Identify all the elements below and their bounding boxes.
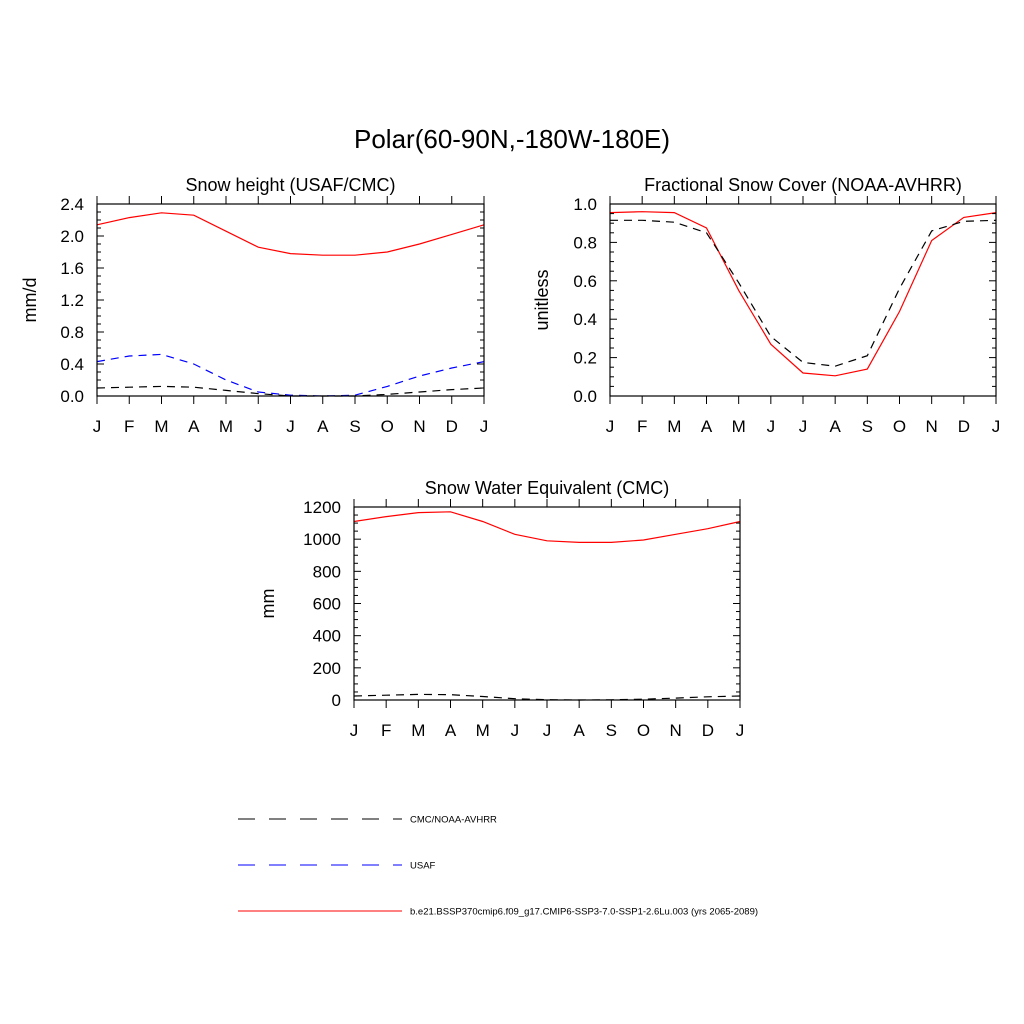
x-tick-label: F xyxy=(381,721,391,740)
y-tick-label: 0.0 xyxy=(573,387,597,406)
series-line-usaf xyxy=(96,353,485,397)
chart-panel-1: Snow height (USAF/CMC) mm/d 0.0 0.4 0.8 1.2 1.… xyxy=(20,175,488,436)
y-tick-label: 1.2 xyxy=(60,291,84,310)
x-tick-label: S xyxy=(862,417,873,436)
y-tick-label: 0.8 xyxy=(573,233,597,252)
x-tick-label: D xyxy=(958,417,970,436)
x-tick-label: M xyxy=(411,721,425,740)
figure-title: Polar(60-90N,-180W-180E) xyxy=(354,124,670,154)
y-axis-label: mm xyxy=(258,589,278,619)
x-tick-label: J xyxy=(511,721,520,740)
series-line-model xyxy=(353,511,741,544)
legend: CMC/NOAA-AVHRR USAF b.e21.BSSP370cmip6.f09… xyxy=(238,815,758,918)
plot-frame xyxy=(609,203,997,397)
y-tick-label: 200 xyxy=(313,659,341,678)
x-tick-label: O xyxy=(893,417,906,436)
x-tick-label: J xyxy=(606,417,615,436)
x-tick-label: J xyxy=(93,417,102,436)
y-tick-label: 1200 xyxy=(303,498,341,517)
y-axis-label: mm/d xyxy=(20,278,40,323)
legend-label-usaf: USAF xyxy=(410,861,436,872)
plot-frame xyxy=(96,203,485,397)
y-tick-label: 0.0 xyxy=(60,387,84,406)
x-tick-label: M xyxy=(667,417,681,436)
chart-title: Fractional Snow Cover (NOAA-AVHRR) xyxy=(644,175,962,195)
x-tick-label: M xyxy=(219,417,233,436)
x-tick-label: F xyxy=(124,417,134,436)
y-tick-label: 0.6 xyxy=(573,272,597,291)
legend-label-obs: CMC/NOAA-AVHRR xyxy=(410,815,497,826)
x-tick-label: J xyxy=(480,417,489,436)
legend-label-model: b.e21.BSSP370cmip6.f09_g17.CMIP6-SSP3-7.… xyxy=(410,907,758,918)
x-tick-label: M xyxy=(732,417,746,436)
y-axis-label: unitless xyxy=(532,269,552,330)
y-tick-label: 600 xyxy=(313,595,341,614)
x-tick-label: J xyxy=(543,721,552,740)
x-tick-label: J xyxy=(736,721,745,740)
x-tick-label: M xyxy=(154,417,168,436)
y-tick-label: 0.4 xyxy=(573,310,597,329)
plot-frame xyxy=(353,506,741,701)
x-tick-label: N xyxy=(670,721,682,740)
series-line-obs xyxy=(96,385,485,397)
x-tick-label: J xyxy=(992,417,1001,436)
y-tick-label: 0 xyxy=(332,691,341,710)
series-line-obs xyxy=(610,219,997,367)
x-tick-label: D xyxy=(446,417,458,436)
x-tick-label: D xyxy=(702,721,714,740)
y-tick-label: 1.6 xyxy=(60,259,84,278)
x-tick-label: M xyxy=(476,721,490,740)
y-tick-label: 1000 xyxy=(303,530,341,549)
y-tick-label: 0.8 xyxy=(60,323,84,342)
x-tick-label: F xyxy=(637,417,647,436)
y-tick-label: 800 xyxy=(313,562,341,581)
chart-title: Snow height (USAF/CMC) xyxy=(185,175,395,195)
x-tick-label: A xyxy=(701,417,713,436)
x-tick-label: O xyxy=(637,721,650,740)
x-tick-label: A xyxy=(829,417,841,436)
chart-panel-3: Snow Water Equivalent (CMC) mm 0 200 400 600 8… xyxy=(258,478,744,740)
y-tick-label: 1.0 xyxy=(573,195,597,214)
chart-title: Snow Water Equivalent (CMC) xyxy=(425,478,669,498)
x-tick-label: J xyxy=(799,417,808,436)
y-tick-label: 2.4 xyxy=(60,195,84,214)
series-line-model xyxy=(96,212,485,256)
x-tick-label: N xyxy=(413,417,425,436)
x-tick-label: J xyxy=(286,417,295,436)
x-tick-label: J xyxy=(350,721,359,740)
series-line-model xyxy=(609,211,997,377)
y-tick-label: 2.0 xyxy=(60,227,84,246)
y-tick-label: 0.4 xyxy=(60,355,84,374)
x-tick-label: O xyxy=(381,417,394,436)
x-tick-label: A xyxy=(573,721,585,740)
x-tick-label: J xyxy=(767,417,776,436)
x-tick-label: J xyxy=(254,417,263,436)
x-tick-label: S xyxy=(606,721,617,740)
y-tick-label: 400 xyxy=(313,627,341,646)
x-tick-label: A xyxy=(188,417,200,436)
series-line-obs xyxy=(353,693,741,701)
x-tick-label: N xyxy=(926,417,938,436)
x-tick-label: S xyxy=(349,417,360,436)
x-tick-label: A xyxy=(317,417,329,436)
x-tick-label: A xyxy=(445,721,457,740)
chart-panel-2: Fractional Snow Cover (NOAA-AVHRR) unitle… xyxy=(532,175,1000,436)
y-tick-label: 0.2 xyxy=(573,349,597,368)
